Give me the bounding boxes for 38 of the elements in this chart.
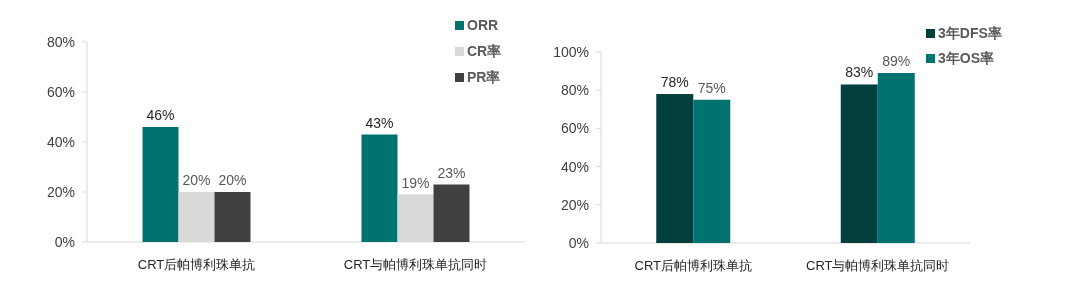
bar [361, 134, 398, 242]
y-tick-label: 80% [560, 82, 589, 99]
data-label: 20% [218, 172, 247, 188]
bar [693, 99, 731, 243]
data-label: 89% [882, 53, 911, 70]
bar [214, 192, 251, 242]
x-tick-label: CRT与帕博利珠单抗同时 [343, 257, 488, 272]
bar [656, 94, 694, 243]
legend-label: ORR [467, 17, 499, 33]
data-label: 75% [697, 79, 726, 96]
y-tick-label: 40% [560, 158, 589, 175]
y-tick-label: 20% [46, 184, 75, 200]
y-tick-label: 0% [54, 234, 75, 250]
y-tick-label: 60% [46, 84, 75, 100]
legend-label: 3年OS率 [938, 50, 995, 66]
data-label: 43% [365, 114, 394, 131]
data-label: 23% [437, 164, 466, 181]
bar [142, 127, 179, 242]
y-tick-label: 60% [560, 120, 589, 137]
data-label: 78% [660, 74, 689, 91]
bar [877, 73, 915, 243]
bar [433, 184, 470, 242]
y-tick-label: 0% [568, 235, 589, 251]
bar [840, 84, 878, 243]
x-tick-label: CRT后帕博利珠单抗 [137, 257, 256, 272]
x-tick-label: CRT与帕博利珠单抗同时 [806, 258, 950, 273]
y-tick-label: 80% [46, 34, 75, 50]
y-tick-label: 40% [46, 134, 75, 150]
data-label: 83% [845, 64, 874, 81]
data-label: 19% [401, 174, 430, 191]
legend-label: 3年DFS率 [938, 25, 1002, 41]
y-tick-label: 100% [553, 44, 589, 60]
y-tick-label: 20% [560, 196, 589, 213]
data-label: 46% [146, 107, 175, 123]
x-tick-label: CRT后帕博利珠单抗 [634, 258, 752, 273]
legend-label: PR率 [467, 69, 501, 85]
legend-label: CR率 [467, 43, 502, 59]
data-label: 20% [182, 172, 211, 188]
